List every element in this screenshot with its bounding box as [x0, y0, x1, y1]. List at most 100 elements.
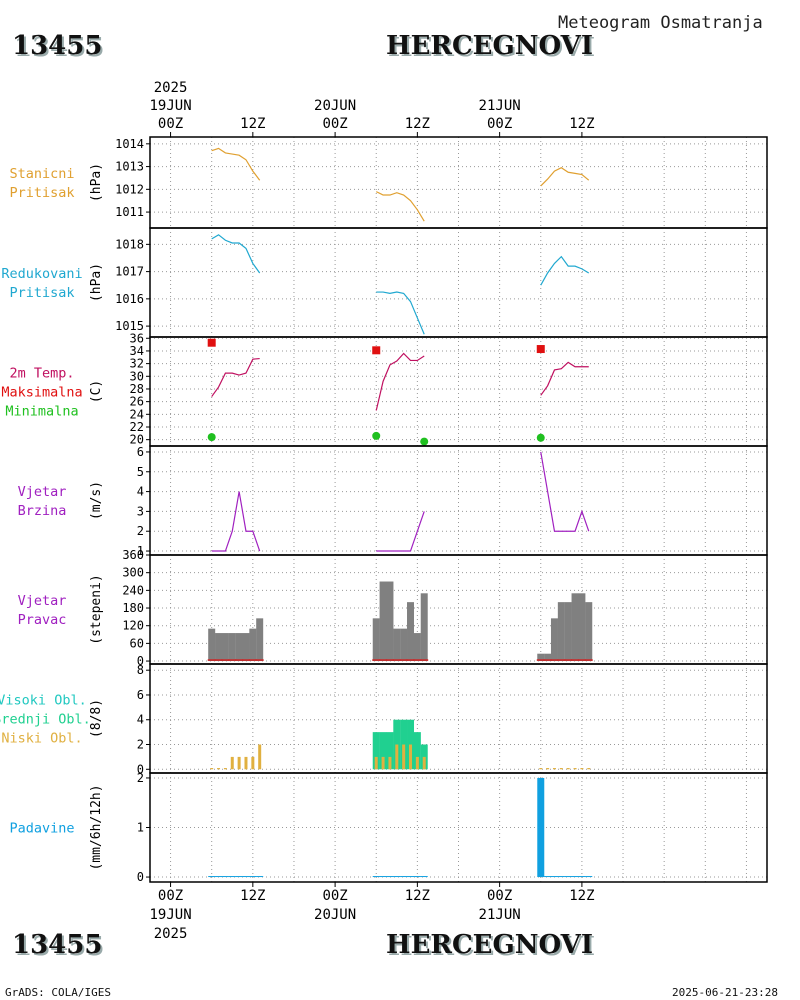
data-bar: [215, 876, 223, 878]
y-tick-label: 28: [130, 382, 144, 396]
data-bar: [379, 732, 387, 770]
data-bar: [544, 876, 552, 878]
y-tick-label: 26: [130, 395, 144, 409]
data-bar: [381, 756, 385, 770]
data-bar: [393, 628, 401, 662]
y-tick-label: 1012: [115, 182, 144, 196]
y-tick-label: 0: [137, 654, 144, 668]
panel-label: Padavine: [9, 821, 74, 837]
x-tick-label-bottom: 00Z: [487, 888, 512, 904]
y-axis-label: (m/s): [89, 481, 104, 520]
panel-frame: [149, 136, 768, 229]
x-date-label-bottom: 21JUN: [479, 907, 521, 923]
x-tick-label-top: 12Z: [569, 116, 594, 132]
data-bar: [564, 602, 572, 662]
data-bar: [256, 618, 264, 662]
data-bar: [557, 602, 565, 662]
panel-label: Visoki Obl.: [0, 693, 87, 709]
data-bar: [228, 876, 236, 878]
y-tick-label: 30: [130, 369, 144, 383]
panel-label: Niski Obl.: [1, 731, 82, 747]
data-bar: [388, 756, 392, 770]
y-tick-label: 2: [137, 738, 144, 752]
data-bar: [372, 876, 380, 878]
data-bar: [413, 876, 421, 878]
data-bar: [230, 756, 234, 770]
data-bar: [393, 876, 401, 878]
panel-label: Pravac: [18, 612, 67, 628]
y-axis-label: (C): [89, 380, 104, 403]
panel-label: Srednji Obl.: [0, 712, 91, 728]
y-tick-label: 4: [137, 713, 144, 727]
series-line: [211, 147, 261, 181]
data-bar: [249, 628, 257, 662]
y-tick-label: 22: [130, 420, 144, 434]
data-bar: [235, 633, 243, 662]
data-bar: [395, 744, 399, 770]
data-bar: [413, 633, 421, 662]
y-tick-label: 4: [137, 485, 144, 499]
station-name-bottom: HERCEGNOVI: [386, 930, 593, 960]
panel-label: 2m Temp.: [9, 366, 74, 382]
tmin-marker: [536, 433, 545, 442]
series-line: [540, 167, 590, 187]
data-bar: [573, 768, 577, 770]
y-tick-label: 1015: [115, 319, 144, 333]
data-bar: [415, 756, 419, 770]
data-bar: [571, 876, 579, 878]
y-tick-label: 1018: [115, 237, 144, 251]
y-tick-label: 1016: [115, 292, 144, 306]
data-bar: [210, 768, 214, 770]
y-tick-label: 1: [137, 821, 144, 835]
data-bar: [420, 593, 428, 662]
panel-label: Pritisak: [9, 285, 74, 301]
data-bar: [578, 593, 586, 662]
chart-title: Meteogram Osmatranja: [558, 13, 763, 33]
x-tick-label-bottom: 00Z: [158, 888, 183, 904]
x-year-label-top: 2025: [154, 80, 188, 96]
data-bar: [372, 732, 380, 770]
data-bar: [223, 768, 227, 770]
data-bar: [422, 756, 426, 770]
data-bar: [237, 756, 241, 770]
data-bar: [544, 653, 552, 662]
series-line: [540, 255, 590, 286]
y-tick-label: 240: [122, 583, 144, 597]
x-tick-label-top: 00Z: [487, 116, 512, 132]
data-bar: [546, 768, 550, 770]
data-bar: [258, 744, 262, 770]
panel-label: Pritisak: [9, 185, 74, 201]
series-line: [376, 291, 425, 335]
panel-label: Brzina: [18, 503, 67, 519]
data-bar: [251, 756, 255, 770]
data-bar: [537, 777, 545, 878]
y-tick-label: 1017: [115, 265, 144, 279]
data-bar: [228, 633, 236, 662]
series-line: [375, 191, 425, 222]
tmax-marker: [536, 345, 545, 354]
data-bar: [407, 876, 415, 878]
data-bar: [407, 602, 415, 662]
data-bar: [400, 876, 408, 878]
tmax-marker: [372, 346, 381, 355]
data-bar: [550, 876, 558, 878]
tmin-marker: [372, 431, 381, 440]
data-bar: [402, 744, 406, 770]
y-tick-label: 0: [137, 870, 144, 884]
station-id-bottom: 13455: [12, 930, 103, 960]
x-date-label-top: 20JUN: [314, 98, 356, 114]
data-bar: [217, 768, 221, 770]
y-tick-label: 6: [137, 688, 144, 702]
data-bar: [585, 876, 593, 878]
y-tick-label: 5: [137, 465, 144, 479]
y-tick-label: 300: [122, 566, 144, 580]
series-line: [540, 451, 590, 532]
series-line: [540, 361, 589, 396]
y-axis-label: (hPa): [89, 263, 104, 302]
data-bar: [208, 628, 216, 662]
y-tick-label: 0: [137, 762, 144, 776]
panel-label: Redukovani: [1, 266, 82, 282]
panel-frame: [149, 772, 768, 883]
y-tick-label: 32: [130, 357, 144, 371]
